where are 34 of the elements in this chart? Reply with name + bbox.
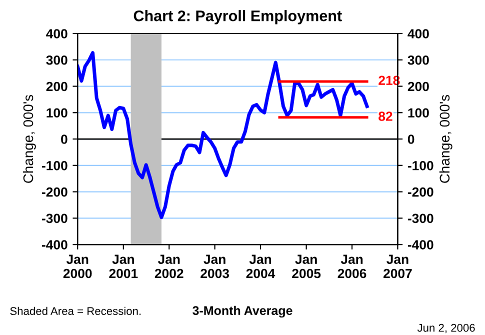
y-tick-label: 0	[61, 134, 68, 144]
y2-tick-label: 100	[408, 108, 429, 118]
y2-axis-title: Change, 000's	[439, 94, 452, 183]
x-tick-label: Jan 2006	[338, 254, 366, 278]
text: Shaded Area = Recession.	[10, 306, 141, 316]
y-tick-label: 200	[46, 82, 68, 92]
y-tick-label: -100	[42, 160, 68, 170]
text: Jun 2, 2006	[417, 324, 475, 334]
y2-tick-label: 200	[408, 82, 429, 92]
y-tick-label: -400	[42, 240, 68, 250]
line-series	[78, 51, 369, 220]
y2-tick-label: -400	[408, 240, 434, 250]
y-axis-title: Change, 000's	[22, 94, 36, 183]
x-tick-label: Jan 2002	[154, 254, 184, 278]
x-tick-label: Jan 2004	[246, 254, 276, 278]
x-tick-label: Jan 2001	[109, 254, 138, 278]
y-tick-label: -200	[42, 187, 68, 197]
x-tick-label: Jan 2005	[292, 254, 321, 278]
x-tick-label: Jan 2000	[63, 254, 92, 278]
y-tick-label: 100	[46, 108, 68, 118]
y2-tick-label: -100	[408, 160, 434, 170]
y-tick-label: 300	[46, 55, 68, 65]
y2-tick-label: 300	[408, 55, 429, 65]
y-tick-label: 400	[46, 29, 68, 38]
chart-title: Chart 2: Payroll Employment	[134, 10, 342, 24]
y-tick-label: -300	[42, 214, 68, 224]
y2-tick-label: 0	[408, 134, 414, 144]
y2-tick-label: 400	[408, 29, 429, 38]
series-label: 82	[378, 112, 392, 121]
x-tick-label: Jan 2003	[200, 254, 230, 278]
y2-tick-label: -300	[408, 214, 434, 224]
x-tick-label: Jan 2007	[383, 254, 412, 278]
y2-tick-label: -200	[408, 187, 434, 197]
text: 3-Month Average	[192, 306, 292, 318]
